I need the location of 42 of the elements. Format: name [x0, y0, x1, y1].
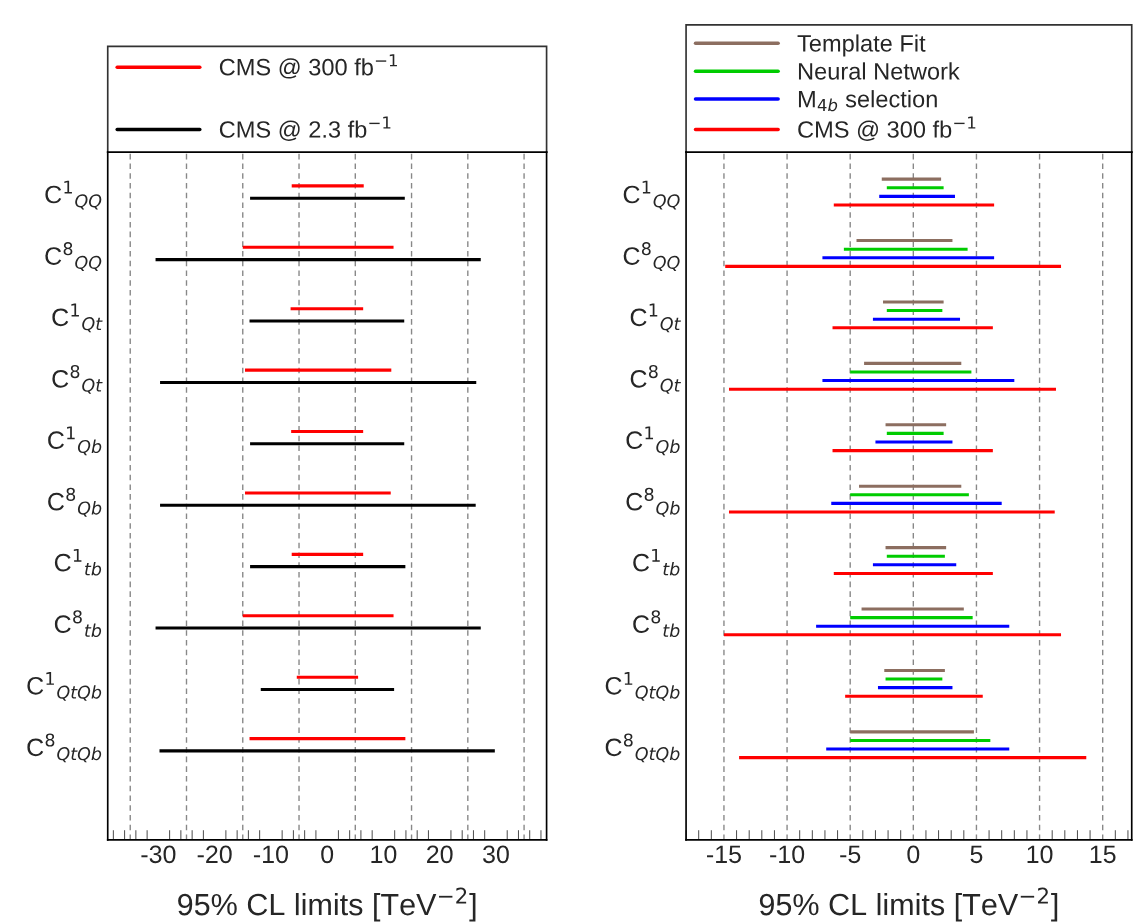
y-tick-label: C$^{1}$$_{Qt}$: [630, 303, 681, 333]
legend-label: CMS @ 2.3 fb$^{−1}$: [219, 116, 391, 141]
y-tick-label: C$^{1}$$_{tb}$: [54, 548, 102, 576]
legend-label: M$_{4b}$ selection: [798, 90, 937, 112]
y-tick-label: C$^{1}$$_{QQ}$: [623, 180, 680, 210]
y-tick-label: C$^{8}$$_{tb}$: [633, 610, 680, 638]
y-tick-label: C$^{8}$$_{Qt}$: [52, 364, 103, 394]
y-tick-label: C$^{8}$$_{QQ}$: [45, 242, 102, 271]
y-tick-label: C$^{8}$$_{Qb}$: [626, 487, 680, 517]
y-tick-label: C$^{8}$$_{QtQb}$: [27, 733, 102, 763]
x-tick-label: -10: [253, 845, 288, 864]
x-tick-label: -5: [840, 845, 861, 864]
y-tick-label: C$^{1}$$_{Qb}$: [48, 426, 102, 456]
x-tick-label: 0: [907, 845, 920, 864]
y-tick-label: C$^{1}$$_{QtQb}$: [27, 672, 102, 701]
x-tick-label: -30: [141, 845, 176, 864]
y-tick-label: C$^{8}$$_{Qt}$: [630, 364, 681, 394]
y-tick-label: C$^{1}$$_{QQ}$: [45, 180, 102, 210]
legend-label: Template Fit: [797, 34, 926, 57]
y-tick-label: C$^{8}$$_{QtQb}$: [605, 733, 680, 763]
y-tick-label: C$^{1}$$_{Qt}$: [52, 303, 103, 333]
y-tick-label: C$^{8}$$_{Qb}$: [48, 487, 102, 517]
legend-label: Neural Network: [798, 62, 960, 80]
x-tick-label: 5: [970, 845, 983, 864]
y-tick-label: C$^{1}$$_{QtQb}$: [605, 672, 680, 701]
x-tick-label: 15: [1090, 845, 1116, 864]
x-tick-label: 10: [1027, 845, 1053, 864]
y-tick-label: C$^{1}$$_{Qb}$: [626, 426, 680, 456]
x-axis-title: 95% CL limits [TeV$^{−2}$]: [178, 887, 476, 922]
legend-label: CMS @ 300 fb$^{−1}$: [219, 54, 397, 79]
x-tick-label: 10: [371, 845, 397, 864]
y-tick-label: C$^{1}$$_{tb}$: [633, 548, 680, 576]
x-axis-title: 95% CL limits [TeV$^{−2}$]: [759, 887, 1058, 922]
x-tick-label: -15: [706, 845, 741, 864]
legend-label: CMS @ 300 fb$^{−1}$: [798, 116, 976, 141]
x-tick-label: 30: [483, 845, 509, 864]
x-tick-label: -10: [770, 845, 805, 864]
y-tick-label: C$^{8}$$_{tb}$: [54, 610, 102, 638]
x-tick-label: -20: [197, 845, 232, 864]
x-tick-label: 0: [321, 845, 334, 864]
x-tick-label: 20: [427, 845, 453, 864]
y-tick-label: C$^{8}$$_{QQ}$: [623, 242, 680, 271]
